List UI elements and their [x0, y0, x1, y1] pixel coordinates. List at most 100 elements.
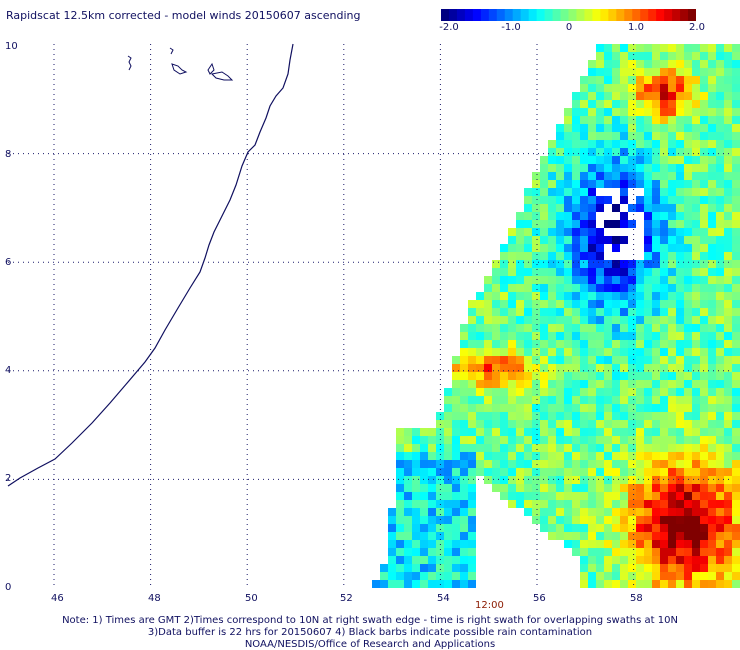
- swath-cell: [548, 180, 556, 188]
- swath-cell: [548, 324, 556, 332]
- colorbar-swatch: [576, 9, 586, 21]
- swath-cell: [572, 380, 580, 388]
- swath-cell: [652, 340, 660, 348]
- swath-cell: [604, 156, 612, 164]
- swath-cell: [732, 244, 740, 252]
- swath-cell: [612, 428, 620, 436]
- swath-cell: [724, 452, 732, 460]
- swath-cell: [484, 308, 492, 316]
- swath-cell: [588, 524, 596, 532]
- swath-cell: [508, 420, 516, 428]
- swath-cell: [460, 348, 468, 356]
- swath-cell: [532, 372, 540, 380]
- swath-cell: [580, 180, 588, 188]
- swath-cell: [612, 340, 620, 348]
- swath-cell: [548, 212, 556, 220]
- swath-cell: [524, 452, 532, 460]
- swath-cell: [620, 492, 628, 500]
- swath-cell: [620, 316, 628, 324]
- swath-cell: [604, 260, 612, 268]
- swath-cell: [684, 100, 692, 108]
- swath-cell: [636, 132, 644, 140]
- swath-cell: [700, 436, 708, 444]
- swath-cell: [724, 204, 732, 212]
- swath-cell: [652, 396, 660, 404]
- swath-cell: [732, 388, 740, 396]
- swath-cell: [580, 196, 588, 204]
- swath-cell: [604, 164, 612, 172]
- footnote-line-2: 3)Data buffer is 22 hrs for 20150607 4) …: [147, 627, 593, 638]
- swath-cell: [692, 540, 700, 548]
- swath-cell: [628, 460, 636, 468]
- swath-cell: [660, 324, 668, 332]
- swath-cell: [604, 516, 612, 524]
- swath-cell: [660, 276, 668, 284]
- swath-cell: [724, 196, 732, 204]
- swath-cell: [644, 404, 652, 412]
- swath-cell: [708, 84, 716, 92]
- swath-cell: [652, 196, 660, 204]
- colorbar-swatch: [472, 9, 482, 21]
- swath-cell: [460, 364, 468, 372]
- swath-cell: [572, 164, 580, 172]
- swath-cell: [508, 476, 516, 484]
- swath-cell: [556, 164, 564, 172]
- swath-cell: [660, 580, 668, 588]
- swath-cell: [452, 452, 460, 460]
- swath-cell: [548, 532, 556, 540]
- swath-cell: [588, 324, 596, 332]
- swath-cell: [604, 580, 612, 588]
- swath-cell: [516, 420, 524, 428]
- swath-cell: [532, 436, 540, 444]
- swath-cell: [700, 516, 708, 524]
- swath-cell: [700, 100, 708, 108]
- swath-cell: [644, 44, 652, 52]
- swath-cell: [500, 404, 508, 412]
- swath-cell: [516, 332, 524, 340]
- swath-cell: [732, 572, 740, 580]
- swath-cell: [548, 188, 556, 196]
- swath-cell: [388, 524, 396, 532]
- swath-cell: [492, 324, 500, 332]
- swath-cell: [660, 524, 668, 532]
- swath-cell: [612, 84, 620, 92]
- swath-cell: [692, 444, 700, 452]
- swath-cell: [460, 508, 468, 516]
- swath-cell: [652, 44, 660, 52]
- swath-cell: [676, 316, 684, 324]
- swath-cell: [548, 524, 556, 532]
- swath-cell: [444, 556, 452, 564]
- swath-cell: [724, 340, 732, 348]
- swath-cell: [604, 52, 612, 60]
- swath-cell: [724, 460, 732, 468]
- swath-cell: [580, 548, 588, 556]
- swath-cell: [524, 236, 532, 244]
- swath-cell: [532, 364, 540, 372]
- swath-cell: [676, 484, 684, 492]
- swath-cell: [612, 540, 620, 548]
- swath-cell: [612, 284, 620, 292]
- swath-cell: [404, 452, 412, 460]
- swath-cell: [724, 436, 732, 444]
- swath-cell: [508, 404, 516, 412]
- swath-cell: [684, 260, 692, 268]
- swath-cell: [548, 292, 556, 300]
- swath-cell: [620, 60, 628, 68]
- swath-cell: [580, 396, 588, 404]
- swath-cell: [588, 444, 596, 452]
- swath-cell: [620, 412, 628, 420]
- swath-cell: [692, 428, 700, 436]
- swath-cell: [628, 132, 636, 140]
- swath-cell: [548, 516, 556, 524]
- swath-cell: [628, 484, 636, 492]
- swath-cell: [436, 524, 444, 532]
- swath-cell: [580, 484, 588, 492]
- swath-cell: [700, 236, 708, 244]
- swath-cell: [636, 420, 644, 428]
- swath-cell: [668, 140, 676, 148]
- swath-cell: [604, 300, 612, 308]
- swath-cell: [580, 84, 588, 92]
- swath-cell: [516, 268, 524, 276]
- swath-cell: [644, 52, 652, 60]
- swath-cell: [716, 516, 724, 524]
